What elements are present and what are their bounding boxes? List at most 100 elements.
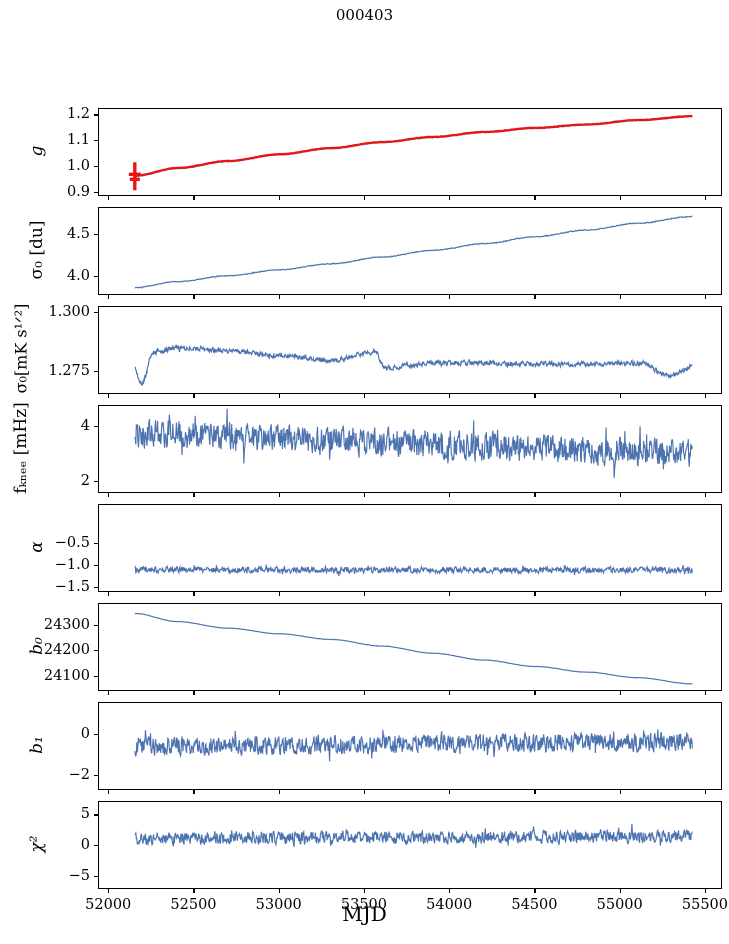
y-axis-label-b-0: b₀ — [27, 637, 47, 655]
x-tick-mark — [193, 691, 195, 695]
x-tick-mark — [108, 394, 110, 398]
series-sigma0_mK — [134, 343, 693, 386]
x-tick-mark — [619, 295, 621, 299]
series-alpha — [134, 564, 693, 577]
panel-sigma-0-du- — [98, 207, 722, 295]
series-gain model — [134, 114, 693, 177]
x-tick-mark — [193, 493, 195, 497]
x-tick-mark — [619, 196, 621, 200]
x-tick-mark — [193, 790, 195, 794]
y-tick-label: 2 — [80, 472, 90, 489]
x-tick-mark — [449, 691, 451, 695]
y-tick-mark — [94, 140, 98, 142]
y-tick-mark — [94, 675, 98, 677]
plot-canvas — [134, 729, 693, 762]
figure-title: 000403 — [335, 6, 394, 24]
series-b1 — [134, 729, 693, 762]
x-tick-mark — [534, 295, 536, 299]
y-tick-mark — [94, 814, 98, 816]
x-tick-mark — [108, 691, 110, 695]
y-tick-label: 0 — [80, 837, 90, 853]
x-tick-mark — [449, 394, 451, 398]
y-tick-label: 1.300 — [48, 303, 90, 320]
panel-b-0 — [98, 603, 722, 691]
x-tick-mark — [108, 196, 110, 200]
y-tick-label: 24300 — [43, 616, 90, 633]
y-axis-label-b-1: b₁ — [27, 736, 47, 754]
y-tick-mark — [94, 166, 98, 168]
x-tick-mark — [193, 295, 195, 299]
x-tick-mark — [534, 493, 536, 497]
y-tick-mark — [94, 542, 98, 544]
y-tick-label: 0.9 — [66, 184, 90, 201]
x-tick-mark — [449, 493, 451, 497]
series-b0 — [134, 612, 693, 685]
x-tick-mark — [363, 196, 366, 200]
x-tick-mark — [449, 196, 451, 200]
x-tick-mark — [108, 889, 110, 893]
y-tick-mark — [94, 564, 98, 566]
y-tick-mark — [94, 425, 98, 427]
y-tick-label: 24100 — [43, 667, 90, 684]
y-tick-mark — [94, 624, 98, 626]
x-tick-mark — [278, 394, 280, 398]
x-tick-mark — [704, 196, 707, 200]
x-tick-mark — [449, 790, 451, 794]
x-tick-mark — [108, 790, 110, 794]
x-tick-mark — [534, 889, 536, 893]
plot-canvas — [128, 114, 693, 191]
plot-canvas — [134, 823, 693, 848]
y-tick-label: 4 — [80, 417, 90, 434]
y-tick-mark — [94, 114, 98, 116]
plot-canvas — [134, 612, 693, 685]
y-tick-mark — [94, 845, 98, 847]
x-tick-mark — [278, 295, 280, 299]
y-tick-label: 5 — [80, 806, 90, 823]
x-tick-mark — [108, 295, 110, 299]
series-sigma0_du — [134, 215, 693, 289]
y-tick-mark — [94, 774, 98, 776]
y-tick-mark — [94, 276, 98, 278]
x-tick-mark — [363, 592, 366, 596]
x-tick-mark — [534, 790, 536, 794]
panel-sigma-0-mk-s-1-2- — [98, 306, 722, 394]
x-tick-mark — [278, 592, 280, 596]
x-tick-mark — [193, 592, 195, 596]
x-tick-mark — [193, 889, 195, 893]
plot-canvas — [134, 564, 693, 577]
x-tick-label: 52000 — [85, 897, 132, 913]
panel-b-1 — [98, 702, 722, 790]
x-tick-mark — [704, 493, 707, 497]
x-tick-mark — [534, 592, 536, 596]
x-tick-mark — [534, 196, 536, 200]
x-tick-label: 55000 — [596, 897, 643, 913]
y-tick-label: 1.2 — [66, 106, 90, 123]
y-tick-label: 1.1 — [66, 132, 90, 149]
y-tick-label: 1.275 — [48, 363, 90, 380]
x-tick-mark — [193, 196, 195, 200]
y-tick-label: −0.5 — [54, 534, 90, 551]
y-tick-mark — [94, 650, 98, 652]
y-axis-label-chi-2: χ² — [27, 835, 47, 853]
x-tick-label: 55500 — [681, 897, 729, 913]
x-tick-mark — [619, 493, 621, 497]
x-tick-mark — [534, 691, 536, 695]
x-tick-label: 54500 — [511, 897, 558, 913]
x-tick-label: 53500 — [340, 897, 388, 913]
x-tick-mark — [363, 889, 366, 893]
x-tick-mark — [363, 691, 366, 695]
x-tick-mark — [363, 295, 366, 299]
y-tick-mark — [94, 371, 98, 373]
y-tick-mark — [94, 733, 98, 735]
x-tick-label: 54000 — [426, 897, 473, 913]
x-tick-mark — [449, 295, 451, 299]
series-chi2 — [134, 823, 693, 848]
plot-canvas — [134, 408, 693, 479]
y-tick-label: −5 — [68, 867, 90, 884]
y-tick-mark — [94, 192, 98, 194]
x-tick-mark — [704, 592, 707, 596]
x-tick-mark — [619, 394, 621, 398]
x-tick-mark — [619, 691, 621, 695]
x-tick-mark — [278, 196, 280, 200]
